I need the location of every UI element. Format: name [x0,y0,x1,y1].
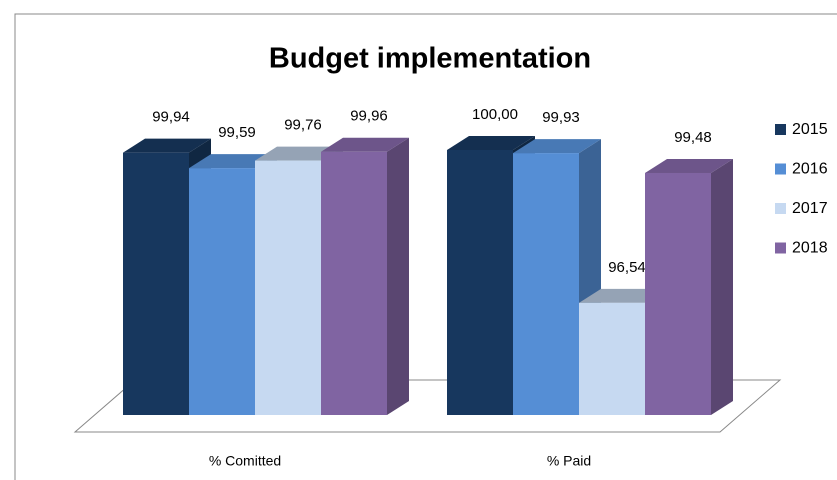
bar-top [321,137,409,152]
bar [447,150,513,415]
legend-label: 2016 [792,161,828,178]
bar-side [711,158,733,415]
data-label: 99,59 [218,124,256,141]
data-label: 96,54 [608,259,646,276]
bar [579,302,645,415]
data-label: 99,94 [152,109,190,126]
bar [645,172,711,415]
legend-label: 2017 [792,200,828,217]
bar [513,153,579,415]
bar-side [387,137,409,415]
x-tick-label: % Comitted [209,453,281,469]
bar-top [447,136,535,150]
legend-label: 2018 [792,240,828,257]
bar [321,151,387,415]
bar-top [513,139,601,154]
legend-swatch [775,203,786,214]
bar [189,168,255,415]
legend-swatch [775,163,786,175]
bar-top [123,138,211,153]
bar [123,152,189,415]
data-label: 99,48 [674,129,712,146]
bar-top [645,158,733,173]
legend-label: 2015 [792,121,828,138]
data-label: 99,96 [350,108,388,125]
bar [255,160,321,415]
data-label: 99,76 [284,117,322,134]
data-label: 99,93 [542,109,580,126]
data-label: 100,00 [472,106,518,123]
legend-swatch [775,124,786,135]
x-tick-label: % Paid [547,453,591,469]
legend-swatch [775,242,786,254]
chart-title: Budget implementation [269,43,591,75]
